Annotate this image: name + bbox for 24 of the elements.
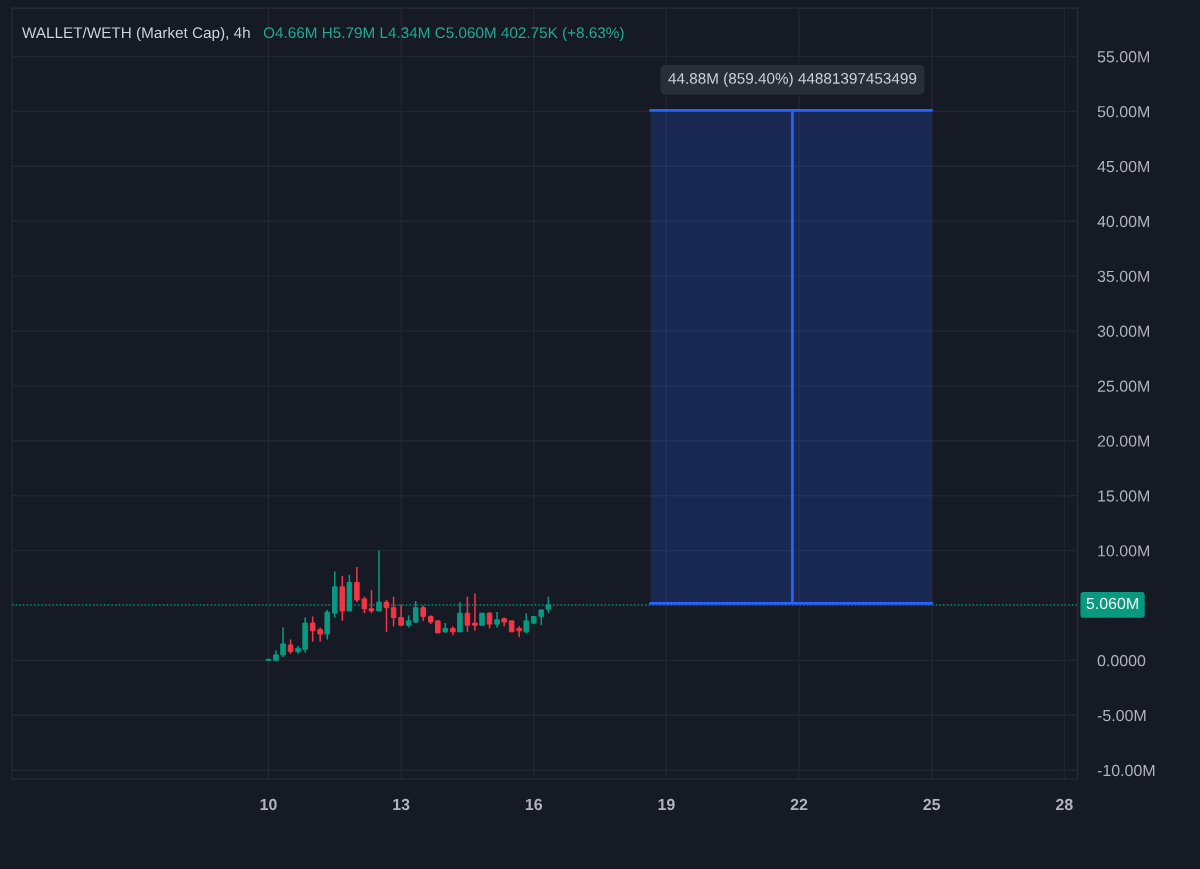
y-tick-label: 20.00M xyxy=(1097,435,1150,447)
annotation: 44.88M (859.40%) 44881397453499 xyxy=(668,72,917,87)
y-tick-label: 30.00M xyxy=(1097,325,1150,337)
y-tick-label: -5.00M xyxy=(1097,709,1146,722)
y-tick-label: 10.00M xyxy=(1098,545,1150,557)
y-tick-label: -10.00M xyxy=(1097,764,1155,777)
y-tick-label: 0.0000 xyxy=(1097,655,1146,667)
x-tick-label: 10 xyxy=(260,798,277,811)
x-tick-label: 28 xyxy=(1056,798,1073,811)
y-tick-label: 40.00M xyxy=(1097,215,1150,228)
x-tick-label: 22 xyxy=(790,798,808,810)
y-tick-label: 35.00M xyxy=(1097,270,1150,283)
text: O4.66M H5.79M L4.34M C5.060M 402.75K (+8.63%) xyxy=(263,26,624,42)
text: WALLET/WETH (Market Cap), 4h xyxy=(22,26,250,42)
x-tick-label: 16 xyxy=(525,798,543,811)
y-tick-label: 25.00M xyxy=(1097,380,1150,392)
y-tick-label: 55.00M xyxy=(1097,51,1150,63)
ref-line-label: 5.060M xyxy=(1086,597,1138,610)
y-tick-label: 50.00M xyxy=(1097,106,1150,118)
x-tick-label: 13 xyxy=(393,798,410,811)
y-tick-label: 15.00M xyxy=(1098,490,1150,502)
x-tick-label: 19 xyxy=(658,798,675,811)
x-tick-label: 25 xyxy=(923,798,941,811)
y-tick-label: 45.00M xyxy=(1097,160,1150,173)
